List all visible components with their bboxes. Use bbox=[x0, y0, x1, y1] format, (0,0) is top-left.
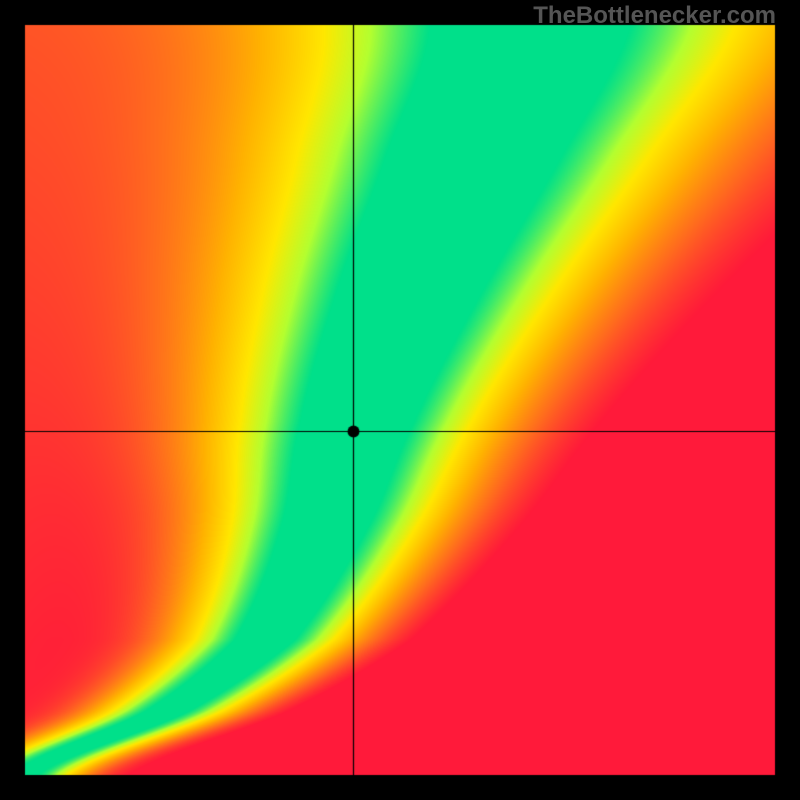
watermark-text: TheBottlenecker.com bbox=[533, 2, 776, 30]
chart-container: TheBottlenecker.com bbox=[0, 0, 800, 800]
heatmap-canvas bbox=[0, 0, 800, 800]
